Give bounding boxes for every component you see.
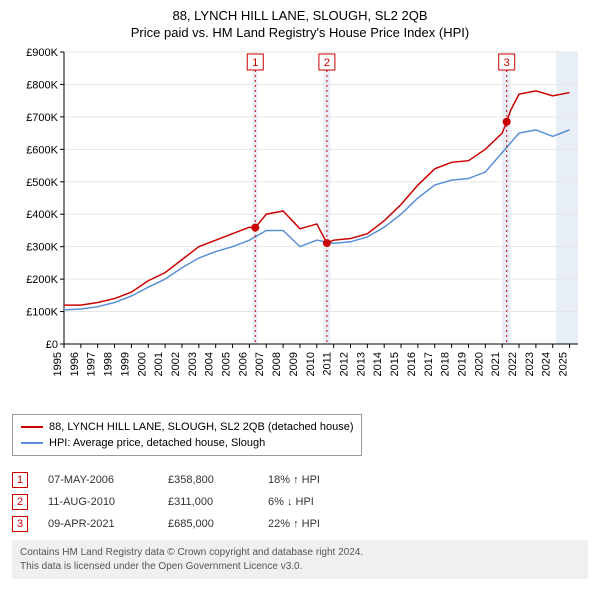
svg-text:3: 3 — [504, 57, 510, 69]
transaction-row: 2 11-AUG-2010 £311,000 6% ↓ HPI — [12, 494, 588, 510]
svg-text:2000: 2000 — [136, 352, 148, 376]
chart-address-title: 88, LYNCH HILL LANE, SLOUGH, SL2 2QB — [12, 8, 588, 23]
svg-text:£900K: £900K — [26, 47, 58, 59]
chart-title-block: 88, LYNCH HILL LANE, SLOUGH, SL2 2QB Pri… — [12, 8, 588, 40]
svg-text:2017: 2017 — [423, 352, 435, 376]
svg-text:2003: 2003 — [187, 352, 199, 376]
svg-text:2018: 2018 — [440, 352, 452, 376]
svg-text:£300K: £300K — [26, 242, 58, 254]
transaction-date: 07-MAY-2006 — [48, 474, 148, 486]
chart-subtitle: Price paid vs. HM Land Registry's House … — [12, 25, 588, 40]
transaction-pct-vs-hpi: 18% ↑ HPI — [268, 474, 358, 486]
svg-text:1: 1 — [252, 57, 258, 69]
svg-text:1996: 1996 — [69, 352, 81, 376]
transaction-marker-icon: 1 — [12, 472, 28, 488]
svg-text:2013: 2013 — [355, 352, 367, 376]
svg-text:£400K: £400K — [26, 209, 58, 221]
transaction-price: £685,000 — [168, 518, 248, 530]
transaction-price: £311,000 — [168, 496, 248, 508]
svg-text:1995: 1995 — [52, 352, 64, 376]
svg-text:2022: 2022 — [507, 352, 519, 376]
svg-text:2002: 2002 — [170, 352, 182, 376]
transaction-table: 1 07-MAY-2006 £358,800 18% ↑ HPI 2 11-AU… — [12, 472, 588, 532]
transaction-date: 09-APR-2021 — [48, 518, 148, 530]
transaction-pct-vs-hpi: 22% ↑ HPI — [268, 518, 358, 530]
svg-text:1998: 1998 — [103, 352, 115, 376]
svg-text:2021: 2021 — [490, 352, 502, 376]
svg-text:2005: 2005 — [221, 352, 233, 376]
footer-attribution: Contains HM Land Registry data © Crown c… — [12, 540, 588, 579]
svg-text:£100K: £100K — [26, 307, 58, 319]
svg-text:2024: 2024 — [541, 352, 553, 376]
svg-text:£200K: £200K — [26, 274, 58, 286]
transaction-row: 3 09-APR-2021 £685,000 22% ↑ HPI — [12, 516, 588, 532]
transaction-marker-icon: 2 — [12, 494, 28, 510]
footer-line-1: Contains HM Land Registry data © Crown c… — [20, 546, 580, 560]
transaction-pct-vs-hpi: 6% ↓ HPI — [268, 496, 358, 508]
svg-text:2025: 2025 — [558, 352, 570, 376]
svg-text:2011: 2011 — [322, 352, 334, 376]
transaction-price: £358,800 — [168, 474, 248, 486]
svg-text:2: 2 — [324, 57, 330, 69]
price-chart: £0 £100K £200K £300K £400K £500K £600K £700K £80… — [12, 46, 588, 406]
svg-text:2016: 2016 — [406, 352, 418, 376]
legend-swatch-hpi — [21, 442, 43, 444]
transaction-row: 1 07-MAY-2006 £358,800 18% ↑ HPI — [12, 472, 588, 488]
legend-label-hpi: HPI: Average price, detached house, Slou… — [49, 435, 265, 451]
svg-text:2015: 2015 — [389, 352, 401, 376]
svg-text:2007: 2007 — [254, 352, 266, 376]
svg-text:£600K: £600K — [26, 144, 58, 156]
svg-text:1997: 1997 — [86, 352, 98, 376]
svg-text:2001: 2001 — [153, 352, 165, 376]
svg-text:£500K: £500K — [26, 177, 58, 189]
svg-text:2009: 2009 — [288, 352, 300, 376]
chart-svg: £0 £100K £200K £300K £400K £500K £600K £700K £80… — [12, 46, 588, 406]
svg-text:2012: 2012 — [338, 352, 350, 376]
transaction-date: 11-AUG-2010 — [48, 496, 148, 508]
svg-text:2004: 2004 — [204, 352, 216, 376]
svg-text:£700K: £700K — [26, 112, 58, 124]
chart-legend: 88, LYNCH HILL LANE, SLOUGH, SL2 2QB (de… — [12, 414, 362, 456]
svg-text:1999: 1999 — [119, 352, 131, 376]
svg-text:£0: £0 — [46, 339, 58, 351]
legend-label-price-paid: 88, LYNCH HILL LANE, SLOUGH, SL2 2QB (de… — [49, 419, 353, 435]
svg-text:2014: 2014 — [372, 352, 384, 376]
svg-text:£800K: £800K — [26, 79, 58, 91]
footer-line-2: This data is licensed under the Open Gov… — [20, 560, 580, 574]
svg-text:2006: 2006 — [237, 352, 249, 376]
svg-text:2008: 2008 — [271, 352, 283, 376]
svg-text:2020: 2020 — [473, 352, 485, 376]
legend-swatch-price-paid — [21, 426, 43, 428]
svg-text:2023: 2023 — [524, 352, 536, 376]
transaction-marker-icon: 3 — [12, 516, 28, 532]
svg-text:2010: 2010 — [305, 352, 317, 376]
svg-text:2019: 2019 — [456, 352, 468, 376]
